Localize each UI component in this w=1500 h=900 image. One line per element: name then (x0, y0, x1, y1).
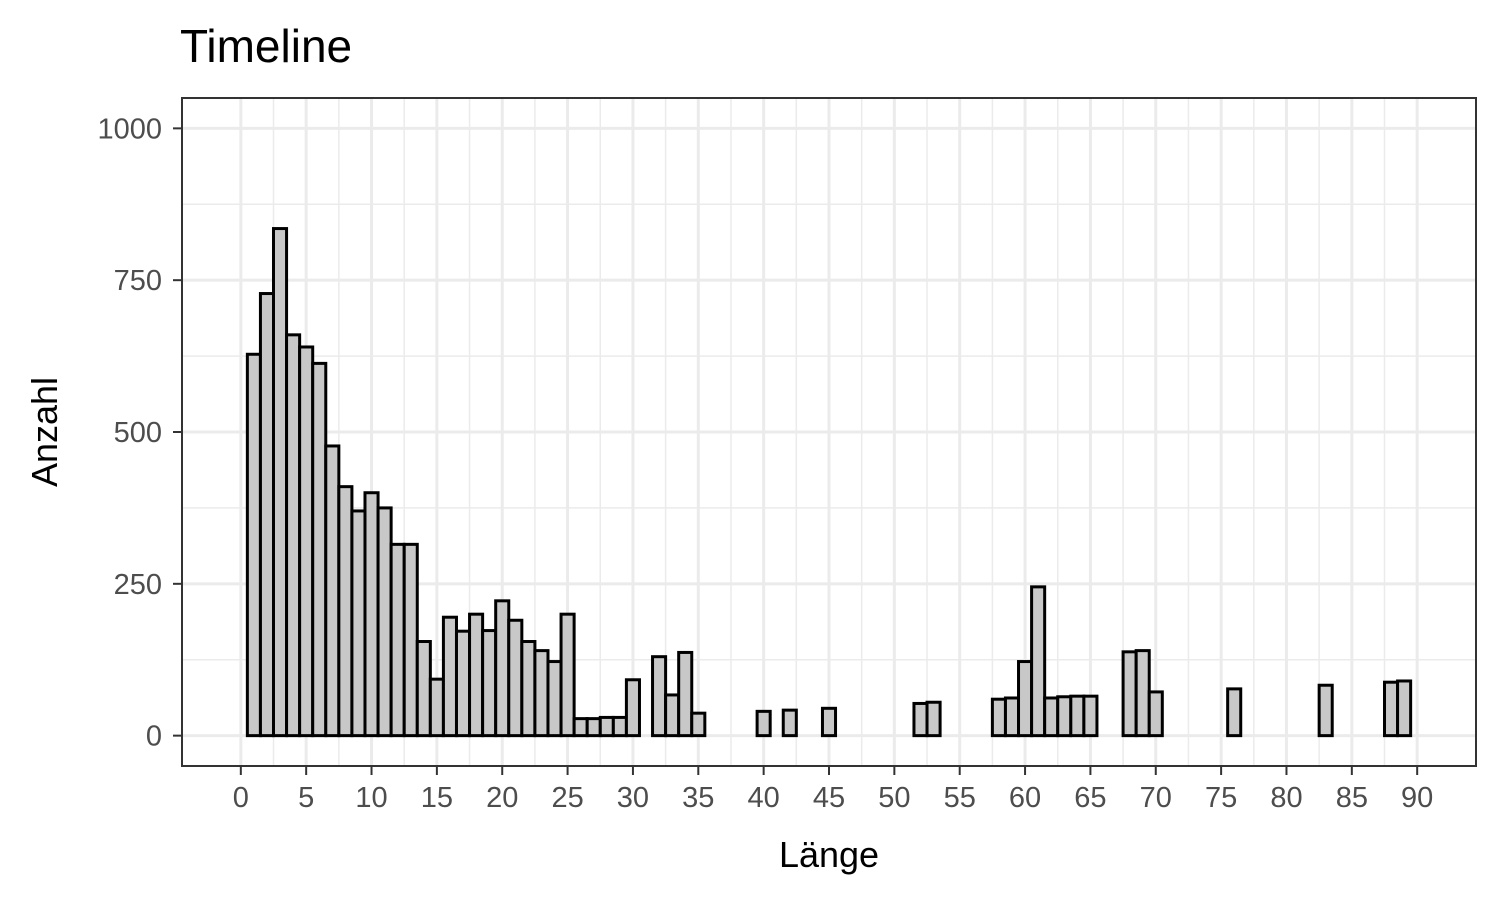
x-tick-label: 70 (1140, 782, 1172, 814)
bar (271, 227, 289, 738)
bar (415, 640, 432, 738)
x-tick-label: 40 (748, 782, 780, 814)
bar (1056, 695, 1073, 738)
y-tick-label: 0 (146, 721, 162, 753)
x-axis-title: Länge (779, 834, 879, 875)
y-axis: 0 250 500 750 1000 (97, 113, 182, 753)
x-tick-label: 20 (486, 782, 518, 814)
bar (1030, 585, 1047, 738)
x-tick-label: 60 (1009, 782, 1041, 814)
bar (1043, 696, 1060, 738)
bar (389, 542, 406, 738)
bar (611, 715, 628, 738)
bar (990, 697, 1007, 738)
y-axis-title: Anzahl (24, 377, 65, 487)
x-tick-label: 35 (682, 782, 714, 814)
x-tick-label: 45 (813, 782, 845, 814)
y-tick-label: 750 (114, 265, 162, 297)
bar (572, 717, 589, 738)
bar (507, 618, 524, 738)
x-tick-label: 80 (1270, 782, 1302, 814)
bar (585, 717, 602, 738)
bar (1396, 679, 1413, 738)
x-axis: 0 5 10 15 20 25 30 35 40 45 50 55 60 65 70 75 80 85 90 (233, 766, 1433, 814)
bar (402, 542, 419, 738)
bar (1121, 650, 1138, 738)
bar (624, 678, 641, 738)
bar (664, 693, 681, 738)
bar (258, 292, 275, 738)
x-tick-label: 65 (1074, 782, 1106, 814)
bar (324, 444, 341, 738)
x-tick-label: 0 (233, 782, 249, 814)
bar (559, 612, 576, 738)
y-tick-label: 1000 (97, 113, 162, 145)
x-tick-label: 90 (1401, 782, 1433, 814)
bar (690, 711, 707, 738)
bar (925, 700, 942, 738)
x-tick-label: 10 (355, 782, 387, 814)
bar (376, 506, 393, 738)
chart-title: Timeline (180, 20, 352, 72)
bar (481, 629, 498, 738)
bar (1082, 694, 1099, 738)
bar (337, 485, 354, 738)
bar (428, 677, 445, 738)
y-tick-label: 250 (114, 569, 162, 601)
x-tick-label: 5 (298, 782, 314, 814)
bar (441, 615, 458, 738)
bar (311, 361, 328, 738)
bar (350, 509, 367, 738)
bar (677, 650, 694, 738)
x-tick-label: 85 (1336, 782, 1368, 814)
bar (1226, 687, 1243, 738)
bar (363, 491, 380, 738)
bar (755, 709, 772, 738)
bar (651, 655, 668, 738)
x-tick-label: 15 (421, 782, 453, 814)
x-tick-label: 30 (617, 782, 649, 814)
bar (285, 333, 302, 738)
y-tick-label: 500 (114, 417, 162, 449)
bar (912, 701, 929, 738)
bar (1317, 683, 1334, 738)
bar (546, 660, 563, 738)
x-tick-label: 55 (944, 782, 976, 814)
bar (533, 649, 550, 738)
bar (1003, 696, 1021, 738)
bar (298, 345, 315, 738)
bar (520, 640, 537, 738)
x-tick-label: 50 (878, 782, 910, 814)
bar (1069, 694, 1086, 738)
bar (781, 708, 798, 738)
bar (820, 706, 838, 738)
bar (1134, 649, 1151, 738)
bar (1017, 660, 1034, 738)
bar (454, 629, 472, 738)
x-tick-label: 25 (551, 782, 583, 814)
bar (245, 352, 262, 738)
bar (1383, 680, 1400, 738)
bar (1147, 690, 1164, 738)
bar (494, 599, 511, 738)
bar (468, 612, 485, 738)
bars (245, 227, 1413, 738)
bar (598, 715, 615, 738)
x-tick-label: 75 (1205, 782, 1237, 814)
